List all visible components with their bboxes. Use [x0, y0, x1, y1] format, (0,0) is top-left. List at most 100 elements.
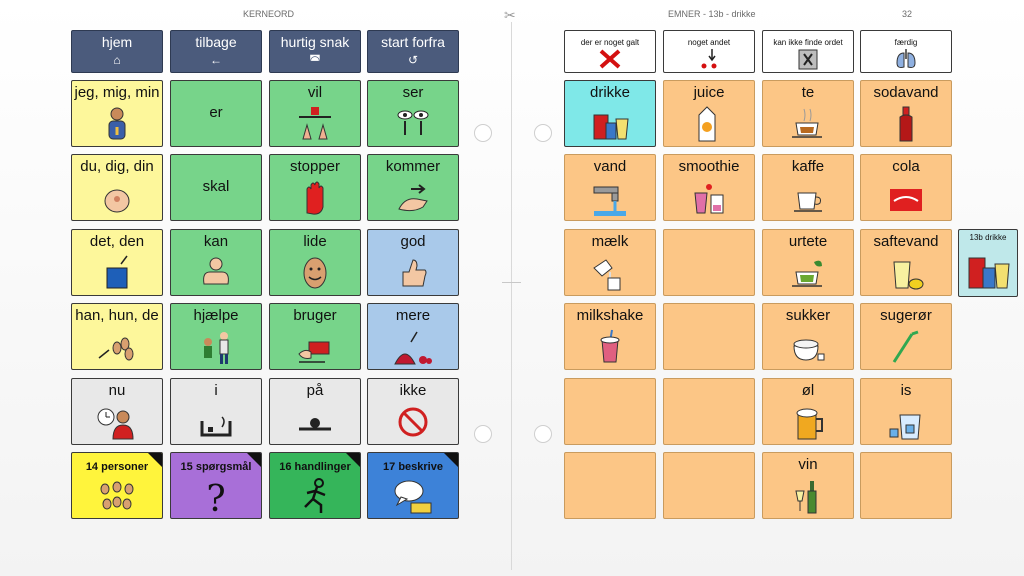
core-cell-vil[interactable]: vil: [269, 80, 361, 147]
tea-cup-icon: [792, 108, 822, 138]
drink-cell-vand[interactable]: vand: [564, 154, 656, 221]
cell-label: sukker: [785, 307, 831, 324]
drink-cell-empty[interactable]: [860, 452, 952, 519]
category-personer[interactable]: 14 personer: [71, 452, 163, 519]
core-cell-kommer[interactable]: kommer: [367, 154, 459, 221]
drink-cell-drikke[interactable]: drikke: [564, 80, 656, 147]
right-page-title: EMNER - 13b - drikke: [668, 9, 756, 19]
drink-cell-kaffe[interactable]: kaffe: [762, 154, 854, 221]
drink-cell-saftevand[interactable]: saftevand: [860, 229, 952, 296]
drink-cell-empty[interactable]: [663, 378, 755, 445]
on-surface-icon: [299, 418, 331, 431]
nav-button-home[interactable]: hjem ⌂: [71, 30, 163, 73]
cell-label: cola: [892, 158, 920, 175]
core-cell-skal[interactable]: skal: [170, 154, 262, 221]
drink-cell-is[interactable]: is: [860, 378, 952, 445]
prohibited-icon: [398, 407, 428, 437]
core-cell-er[interactable]: er: [170, 80, 262, 147]
nav-button-quick-chat[interactable]: hurtig snak ◚: [269, 30, 361, 73]
nav-button-restart[interactable]: start forfra ↺: [367, 30, 459, 73]
drink-cell-empty[interactable]: [564, 378, 656, 445]
pointing-hand-icon: [104, 189, 130, 213]
cell-label: drikke: [589, 84, 630, 101]
cell-label: bruger: [293, 307, 337, 324]
red-x-icon: [599, 49, 621, 69]
drink-cell-vin[interactable]: vin: [762, 452, 854, 519]
people-group-icon: [100, 481, 134, 510]
cell-label: på: [306, 382, 324, 399]
core-cell-kan[interactable]: kan: [170, 229, 262, 296]
lungs-icon: [896, 49, 916, 68]
core-cell-du[interactable]: du, dig, din: [71, 154, 163, 221]
cell-label: kaffe: [791, 158, 825, 175]
drink-cell-empty[interactable]: [663, 303, 755, 370]
page-divider: [511, 22, 512, 570]
in-container-icon: [200, 416, 232, 437]
category-handlinger[interactable]: 16 handlinger: [269, 452, 361, 519]
core-cell-han[interactable]: han, hun, de: [71, 303, 163, 370]
milk-pour-icon: [593, 259, 621, 291]
drink-cell-urtete[interactable]: urtete: [762, 229, 854, 296]
drink-cell-empty[interactable]: [564, 452, 656, 519]
drink-cell-smoothie[interactable]: smoothie: [663, 154, 755, 221]
restart-icon: ↺: [407, 53, 419, 67]
core-cell-bruger[interactable]: bruger: [269, 303, 361, 370]
beckoning-hand-icon: [398, 184, 428, 212]
clock-person-icon: [97, 408, 134, 440]
drink-cell-te[interactable]: te: [762, 80, 854, 147]
msg-label: der er noget galt: [580, 38, 640, 47]
beer-mug-icon: [796, 408, 823, 440]
core-cell-ikke[interactable]: ikke: [367, 378, 459, 445]
drink-cell-cola[interactable]: cola: [860, 154, 952, 221]
category-spoergsmaal[interactable]: 15 spørgsmål ?: [170, 452, 262, 519]
msg-button-something-else[interactable]: noget andet: [663, 30, 755, 73]
drink-cell-sugeroer[interactable]: sugerør: [860, 303, 952, 370]
core-cell-god[interactable]: god: [367, 229, 459, 296]
folder-corner-icon: [444, 453, 458, 467]
coffee-cup-icon: [794, 192, 822, 212]
drink-cell-sukker[interactable]: sukker: [762, 303, 854, 370]
cell-label: te: [801, 84, 815, 101]
strong-arm-icon: [203, 257, 229, 285]
nav-button-back[interactable]: tilbage ←: [170, 30, 262, 73]
core-cell-nu[interactable]: nu: [71, 378, 163, 445]
drink-cell-empty[interactable]: [663, 452, 755, 519]
core-cell-mere[interactable]: mere: [367, 303, 459, 370]
fold-mark: [502, 282, 521, 283]
core-cell-i[interactable]: i: [170, 378, 262, 445]
thumbs-up-icon: [402, 259, 427, 287]
side-tab-drinks[interactable]: 13b drikke: [958, 229, 1018, 297]
cell-label: nu: [108, 382, 126, 399]
core-cell-ser[interactable]: ser: [367, 80, 459, 147]
water-tap-icon: [593, 186, 626, 216]
person-self-icon: [108, 107, 126, 140]
core-cell-det[interactable]: det, den: [71, 229, 163, 296]
category-beskrive[interactable]: 17 beskrive: [367, 452, 459, 519]
drink-cell-juice[interactable]: juice: [663, 80, 755, 147]
core-cell-lide[interactable]: lide: [269, 229, 361, 296]
cell-label: ser: [402, 84, 424, 101]
folder-corner-icon: [346, 453, 360, 467]
msg-button-something-wrong[interactable]: der er noget galt: [564, 30, 656, 73]
cell-label: milkshake: [576, 307, 644, 324]
page-number: 32: [902, 9, 913, 19]
drink-cell-sodavand[interactable]: sodavand: [860, 80, 952, 147]
msg-button-done[interactable]: færdig: [860, 30, 952, 73]
core-cell-jeg[interactable]: jeg, mig, min: [71, 80, 163, 147]
running-person-icon: [304, 478, 326, 513]
sugar-bowl-icon: [793, 339, 825, 361]
msg-label: kan ikke finde ordet: [773, 38, 843, 47]
book-x-icon: [798, 49, 818, 70]
core-cell-paa[interactable]: på: [269, 378, 361, 445]
msg-button-cant-find-word[interactable]: kan ikke finde ordet: [762, 30, 854, 73]
binder-ring-icon: [534, 124, 552, 142]
cell-label: mere: [395, 307, 431, 324]
drink-cell-milkshake[interactable]: milkshake: [564, 303, 656, 370]
core-cell-hjaelpe[interactable]: hjælpe: [170, 303, 262, 370]
drink-cell-oel[interactable]: øl: [762, 378, 854, 445]
ice-cubes-icon: [889, 414, 921, 440]
drink-cell-maelk[interactable]: mælk: [564, 229, 656, 296]
drink-cell-empty[interactable]: [663, 229, 755, 296]
msg-label: noget andet: [687, 38, 731, 47]
core-cell-stopper[interactable]: stopper: [269, 154, 361, 221]
